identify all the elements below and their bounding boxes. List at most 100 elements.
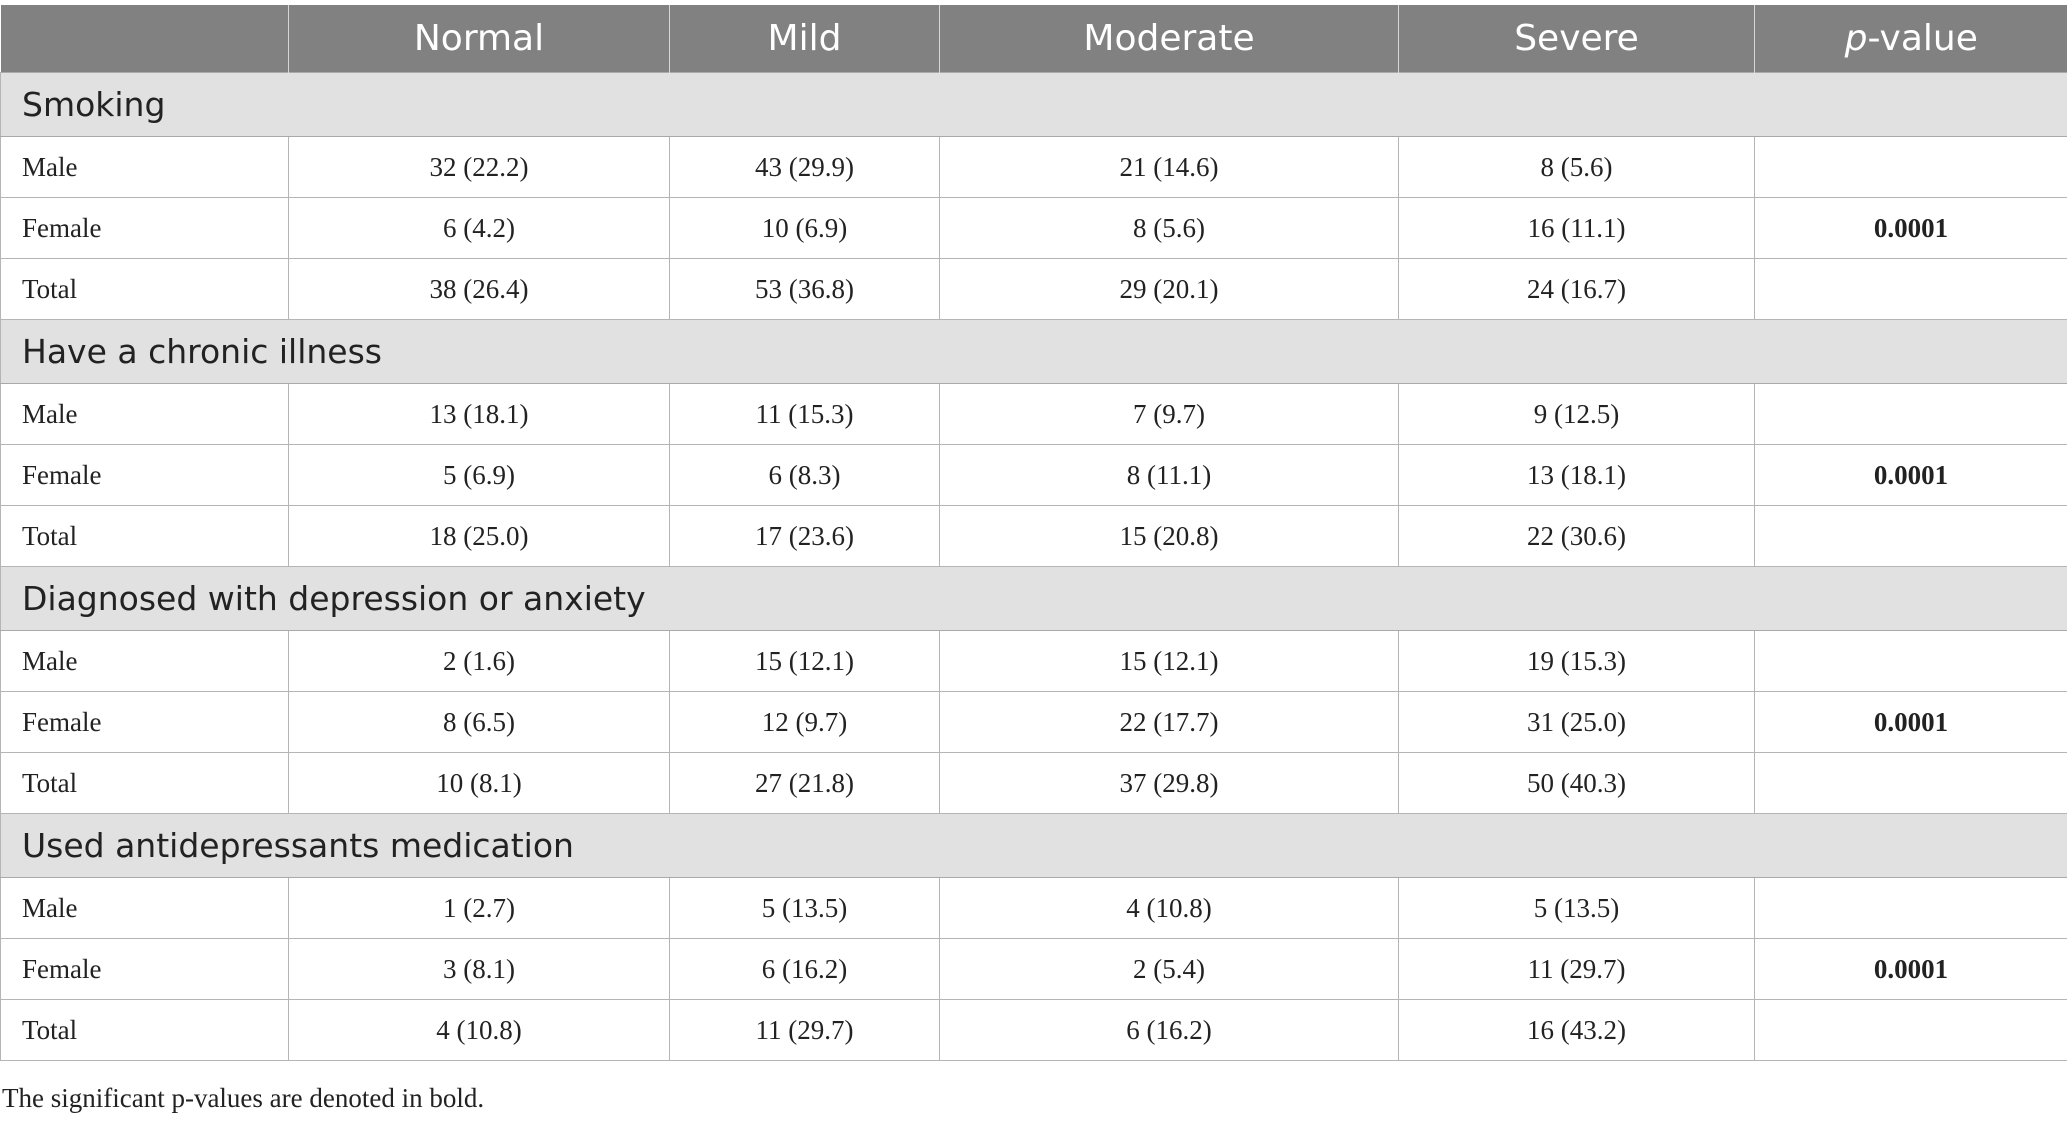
table-row: Male 2 (1.6) 15 (12.1) 15 (12.1) 19 (15.3): [0, 630, 2067, 692]
header-row: Normal Mild Moderate Severe p-value: [0, 5, 2067, 73]
section-header-row: Smoking: [0, 72, 2067, 137]
cell-normal: 32 (22.2): [288, 136, 670, 198]
cell-pvalue: [1754, 383, 2067, 445]
table-row: Female 5 (6.9) 6 (8.3) 8 (11.1) 13 (18.1) 0.0…: [0, 444, 2067, 506]
cell-moderate: 29 (20.1): [939, 258, 1399, 320]
cell-normal: 5 (6.9): [288, 444, 670, 506]
row-label: Total: [0, 752, 289, 814]
cell-mild: 17 (23.6): [669, 505, 940, 567]
cell-normal: 8 (6.5): [288, 691, 670, 753]
cell-mild: 5 (13.5): [669, 877, 940, 939]
cell-pvalue: [1754, 136, 2067, 198]
table-row: Total 10 (8.1) 27 (21.8) 37 (29.8) 50 (40.3): [0, 752, 2067, 814]
results-table: Normal Mild Moderate Severe p-value Smok…: [0, 5, 2067, 1061]
table-header: Normal Mild Moderate Severe p-value: [0, 5, 2067, 73]
cell-pvalue: [1754, 999, 2067, 1061]
section-header-row: Diagnosed with depression or anxiety: [0, 566, 2067, 631]
section-title: Diagnosed with depression or anxiety: [0, 566, 2067, 631]
table-footnote: The significant p-values are denoted in …: [2, 1083, 485, 1113]
row-label: Male: [0, 630, 289, 692]
cell-moderate: 15 (20.8): [939, 505, 1399, 567]
cell-normal: 3 (8.1): [288, 938, 670, 1000]
cell-moderate: 7 (9.7): [939, 383, 1399, 445]
row-label: Male: [0, 877, 289, 939]
cell-normal: 18 (25.0): [288, 505, 670, 567]
cell-moderate: 21 (14.6): [939, 136, 1399, 198]
row-label: Female: [0, 938, 289, 1000]
header-cell-label: [0, 5, 289, 73]
table-row: Male 1 (2.7) 5 (13.5) 4 (10.8) 5 (13.5): [0, 877, 2067, 939]
table-row: Total 18 (25.0) 17 (23.6) 15 (20.8) 22 (30.6…: [0, 505, 2067, 567]
cell-severe: 31 (25.0): [1398, 691, 1755, 753]
header-cell-mild: Mild: [669, 5, 940, 73]
row-label: Male: [0, 383, 289, 445]
cell-mild: 15 (12.1): [669, 630, 940, 692]
cell-severe: 24 (16.7): [1398, 258, 1755, 320]
pvalue-header-suffix: -value: [1867, 18, 1978, 59]
cell-pvalue: [1754, 258, 2067, 320]
row-label: Female: [0, 197, 289, 259]
cell-moderate: 8 (11.1): [939, 444, 1399, 506]
cell-moderate: 37 (29.8): [939, 752, 1399, 814]
cell-severe: 13 (18.1): [1398, 444, 1755, 506]
table-row: Female 6 (4.2) 10 (6.9) 8 (5.6) 16 (11.1) 0.0…: [0, 197, 2067, 259]
cell-severe: 8 (5.6): [1398, 136, 1755, 198]
cell-moderate: 2 (5.4): [939, 938, 1399, 1000]
cell-mild: 11 (29.7): [669, 999, 940, 1061]
cell-mild: 12 (9.7): [669, 691, 940, 753]
pvalue-header-italic: p: [1844, 18, 1868, 59]
cell-mild: 43 (29.9): [669, 136, 940, 198]
section-header-row: Have a chronic illness: [0, 319, 2067, 384]
table-row: Total 38 (26.4) 53 (36.8) 29 (20.1) 24 (16.7…: [0, 258, 2067, 320]
section-title: Used antidepressants medication: [0, 813, 2067, 878]
cell-pvalue: 0.0001: [1754, 691, 2067, 753]
cell-mild: 10 (6.9): [669, 197, 940, 259]
cell-pvalue: [1754, 877, 2067, 939]
cell-pvalue: [1754, 505, 2067, 567]
cell-pvalue: 0.0001: [1754, 938, 2067, 1000]
cell-mild: 6 (16.2): [669, 938, 940, 1000]
section-header-row: Used antidepressants medication: [0, 813, 2067, 878]
cell-normal: 2 (1.6): [288, 630, 670, 692]
cell-moderate: 4 (10.8): [939, 877, 1399, 939]
table-row: Female 3 (8.1) 6 (16.2) 2 (5.4) 11 (29.7) 0.0…: [0, 938, 2067, 1000]
row-label: Total: [0, 505, 289, 567]
section-title: Have a chronic illness: [0, 319, 2067, 384]
table-row: Male 13 (18.1) 11 (15.3) 7 (9.7) 9 (12.5): [0, 383, 2067, 445]
row-label: Female: [0, 444, 289, 506]
table-body: Smoking Male 32 (22.2) 43 (29.9) 21 (14.6) 8 …: [0, 72, 2067, 1061]
row-label: Female: [0, 691, 289, 753]
header-cell-severe: Severe: [1398, 5, 1755, 73]
cell-mild: 6 (8.3): [669, 444, 940, 506]
cell-severe: 5 (13.5): [1398, 877, 1755, 939]
header-cell-moderate: Moderate: [939, 5, 1399, 73]
cell-normal: 6 (4.2): [288, 197, 670, 259]
cell-pvalue: 0.0001: [1754, 197, 2067, 259]
cell-severe: 9 (12.5): [1398, 383, 1755, 445]
cell-normal: 13 (18.1): [288, 383, 670, 445]
table-row: Female 8 (6.5) 12 (9.7) 22 (17.7) 31 (25.0) 0…: [0, 691, 2067, 753]
cell-normal: 4 (10.8): [288, 999, 670, 1061]
cell-severe: 11 (29.7): [1398, 938, 1755, 1000]
cell-pvalue: [1754, 752, 2067, 814]
cell-normal: 38 (26.4): [288, 258, 670, 320]
cell-mild: 27 (21.8): [669, 752, 940, 814]
row-label: Male: [0, 136, 289, 198]
table-row: Total 4 (10.8) 11 (29.7) 6 (16.2) 16 (43.2): [0, 999, 2067, 1061]
cell-severe: 16 (43.2): [1398, 999, 1755, 1061]
cell-moderate: 22 (17.7): [939, 691, 1399, 753]
table-row: Male 32 (22.2) 43 (29.9) 21 (14.6) 8 (5.6): [0, 136, 2067, 198]
cell-mild: 11 (15.3): [669, 383, 940, 445]
cell-severe: 16 (11.1): [1398, 197, 1755, 259]
cell-severe: 50 (40.3): [1398, 752, 1755, 814]
cell-moderate: 8 (5.6): [939, 197, 1399, 259]
cell-moderate: 15 (12.1): [939, 630, 1399, 692]
row-label: Total: [0, 999, 289, 1061]
cell-pvalue: [1754, 630, 2067, 692]
row-label: Total: [0, 258, 289, 320]
cell-pvalue: 0.0001: [1754, 444, 2067, 506]
header-cell-pvalue: p-value: [1754, 5, 2067, 73]
section-title: Smoking: [0, 72, 2067, 137]
cell-severe: 19 (15.3): [1398, 630, 1755, 692]
cell-moderate: 6 (16.2): [939, 999, 1399, 1061]
